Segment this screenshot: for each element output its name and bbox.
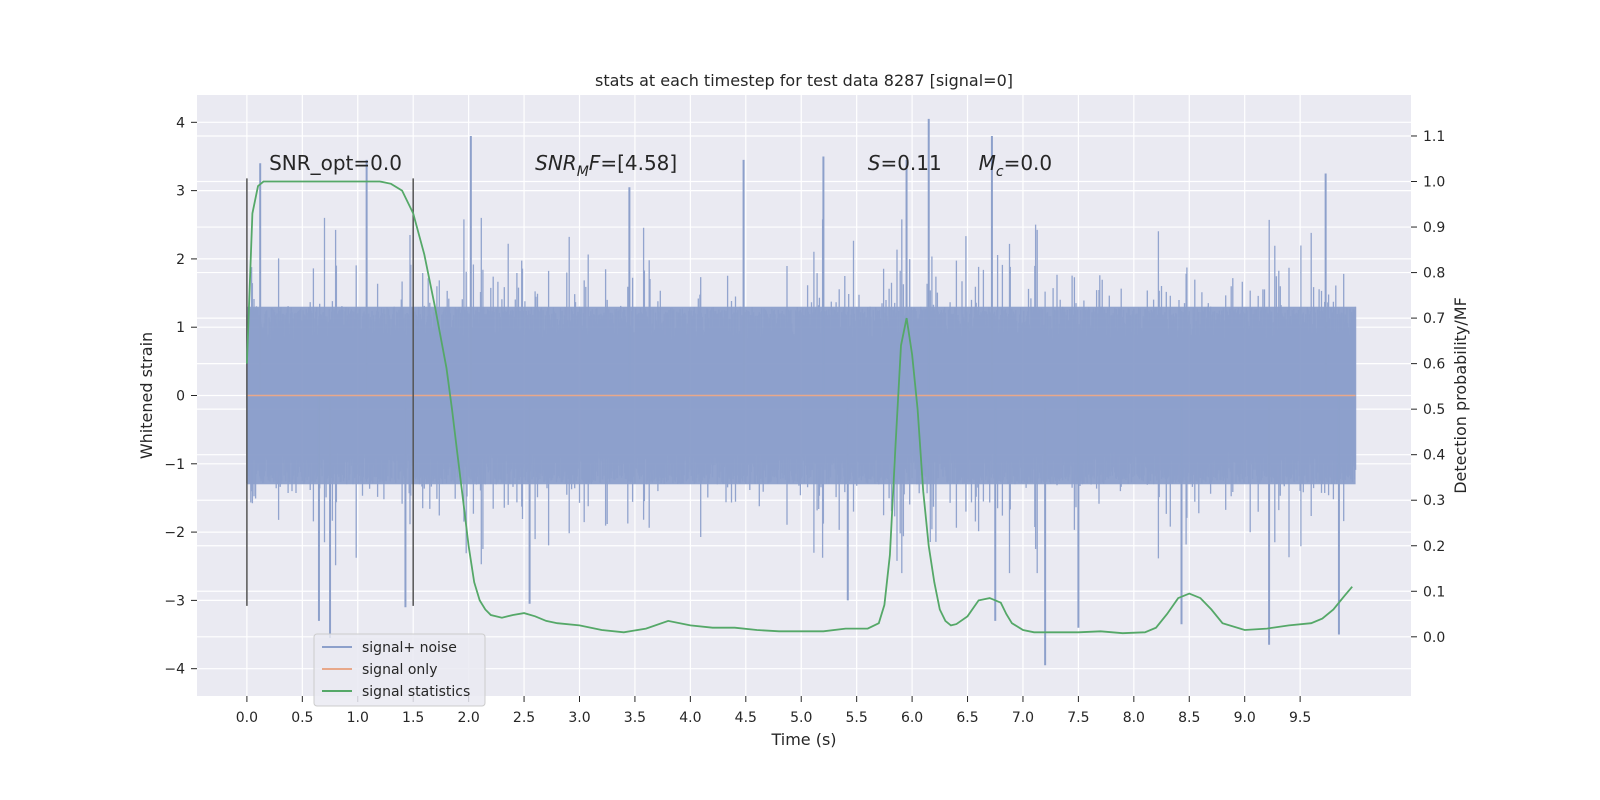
y2-tick-label: 0.5 xyxy=(1423,402,1445,418)
x-tick-label: 7.0 xyxy=(1012,710,1034,726)
y-tick-label: 2 xyxy=(176,252,185,268)
y-tick-label: −1 xyxy=(164,457,185,473)
x-axis-title: Time (s) xyxy=(770,730,836,749)
x-tick-label: 5.0 xyxy=(790,710,812,726)
y2-tick-label: 0.9 xyxy=(1423,220,1445,236)
x-tick-label: 8.5 xyxy=(1178,710,1200,726)
legend-label: signal only xyxy=(362,662,437,678)
annotations: SNR_opt=0.0 SNRMF=[4.58] S=0.11 Mc=0.0 xyxy=(269,151,1052,180)
y2-tick-label: 0.8 xyxy=(1423,266,1445,282)
statistics-line xyxy=(246,180,1353,635)
y2-tick-label: 0.0 xyxy=(1423,630,1445,646)
legend-label: signal+ noise xyxy=(362,640,457,656)
y-tick-label: −4 xyxy=(164,662,185,678)
y2-tick-label: 0.1 xyxy=(1423,584,1445,600)
annotation-text: Mc=0.0 xyxy=(979,151,1053,180)
y2-tick-label: 0.4 xyxy=(1423,448,1445,464)
vertical-markers xyxy=(246,178,414,606)
y2-tick-label: 0.7 xyxy=(1423,311,1445,327)
x-tick-label: 4.0 xyxy=(679,710,701,726)
y2-tick-label: 1.1 xyxy=(1423,129,1445,145)
x-tick-label: 2.0 xyxy=(457,710,479,726)
x-tick-label: 9.0 xyxy=(1234,710,1256,726)
legend-box xyxy=(313,633,486,707)
x-tick-label: 3.5 xyxy=(624,710,646,726)
y2-tick-label: 0.3 xyxy=(1423,493,1445,509)
x-tick-label: 2.5 xyxy=(513,710,535,726)
x-tick-label: 9.5 xyxy=(1289,710,1311,726)
y2-tick-label: 0.2 xyxy=(1423,539,1445,555)
x-tick-label: 1.5 xyxy=(402,710,424,726)
x-tick-label: 1.0 xyxy=(347,710,369,726)
annotation-text: SNR_opt=0.0 xyxy=(269,151,402,175)
x-tick-label: 7.5 xyxy=(1067,710,1089,726)
legend: signal+ noise signal only signal statistic… xyxy=(313,633,486,707)
y-axis-ticks: −4 −3 −2 −1 0 1 2 3 4 xyxy=(164,115,197,678)
x-axis-ticks: 0.0 0.5 1.0 1.5 2.0 2.5 3.0 3.5 4.0 4.5 5.0 5.5 6.0 6… xyxy=(236,696,1311,726)
x-tick-label: 6.0 xyxy=(901,710,923,726)
x-tick-label: 3.0 xyxy=(568,710,590,726)
y-tick-label: 1 xyxy=(176,320,185,336)
x-tick-label: 0.5 xyxy=(291,710,313,726)
annotation-text: SNRMF=[4.58] xyxy=(535,151,677,180)
annotation-text: S=0.11 xyxy=(868,151,942,175)
chart-title: stats at each timestep for test data 828… xyxy=(595,71,1013,90)
x-tick-label: 4.5 xyxy=(735,710,757,726)
series-signal-statistics xyxy=(246,180,1353,635)
y-tick-label: −3 xyxy=(164,593,185,609)
y2-axis-title: Detection probability/MF xyxy=(1451,297,1470,494)
x-tick-label: 8.0 xyxy=(1123,710,1145,726)
x-tick-label: 5.5 xyxy=(846,710,868,726)
x-tick-label: 0.0 xyxy=(236,710,258,726)
x-tick-label: 6.5 xyxy=(956,710,978,726)
y-tick-label: 4 xyxy=(176,115,185,131)
y2-tick-label: 1.0 xyxy=(1423,175,1445,191)
legend-label: signal statistics xyxy=(362,684,470,700)
y2-tick-label: 0.6 xyxy=(1423,357,1445,373)
y-axis-title: Whitened strain xyxy=(137,332,156,459)
y2-axis-ticks: 0.0 0.1 0.2 0.3 0.4 0.5 0.6 0.7 0.8 0.9 1.0 1.1 xyxy=(1411,129,1445,646)
y-tick-label: −2 xyxy=(164,525,185,541)
y-tick-label: 0 xyxy=(176,389,185,405)
y-tick-label: 3 xyxy=(176,184,185,200)
